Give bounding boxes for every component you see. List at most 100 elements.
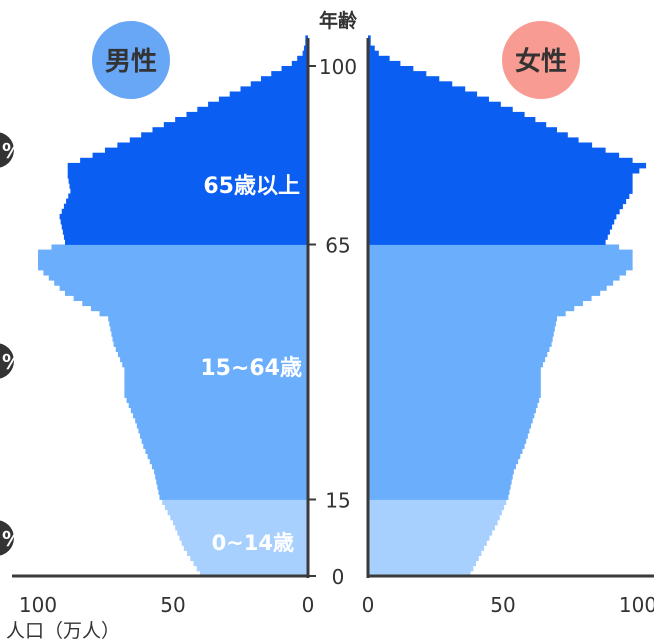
female-bar-age-90: [368, 111, 525, 118]
male-bar-age-69: [60, 219, 309, 225]
female-bar-age-86: [368, 132, 568, 138]
female-badge-label: 女性: [515, 46, 567, 77]
male-bar-age-63: [38, 249, 308, 256]
male-x-tick-label-100: 100: [19, 593, 57, 617]
female-bar-age-6: [368, 540, 487, 546]
female-bar-age-88: [368, 122, 547, 128]
male-bar-age-77: [68, 178, 308, 184]
female-bar-age-43: [368, 351, 548, 358]
male-bar-age-49: [109, 321, 308, 327]
female-bar-age-19: [368, 474, 513, 480]
female-bar-age-0: [368, 570, 471, 577]
age-tick-label-0: 0: [332, 565, 345, 589]
female-bar-age-26: [368, 438, 527, 444]
female-bar-age-60: [368, 264, 633, 271]
female-bar-age-71: [368, 208, 620, 215]
male-bar-age-30: [135, 417, 308, 424]
x-ticks: 0 0 50 50 100 100: [19, 593, 654, 617]
female-bar-age-12: [368, 509, 502, 516]
male-bar-age-28: [138, 428, 308, 434]
male-x-tick-label-0: 0: [302, 593, 315, 617]
female-bar-age-76: [368, 183, 633, 189]
male-bar-age-17: [157, 484, 308, 490]
female-bar-age-70: [368, 213, 617, 220]
svg-text:%: %: [2, 350, 22, 374]
female-bar-age-3: [368, 555, 479, 562]
male-bar-age-61: [38, 259, 308, 266]
male-bar-age-43: [117, 351, 308, 358]
female-bar-age-53: [368, 300, 583, 307]
female-bar-age-95: [368, 86, 466, 92]
male-bar-age-7: [179, 535, 308, 541]
male-bar-age-72: [63, 203, 308, 210]
female-bar-age-58: [368, 275, 620, 281]
female-bar-age-13: [368, 504, 505, 511]
male-bar-age-41: [122, 361, 309, 368]
female-bar-age-42: [368, 356, 546, 363]
male-bar-age-5: [183, 545, 308, 551]
side-marker-3: %: [0, 520, 22, 556]
female-bar-age-7: [368, 535, 490, 541]
female-bar-age-84: [368, 142, 593, 148]
female-bar-age-1: [368, 565, 474, 572]
female-bar-age-25: [368, 443, 525, 449]
male-bar-age-26: [141, 438, 308, 444]
female-bar-age-54: [368, 295, 592, 301]
female-badge: [502, 21, 580, 99]
female-bar-age-57: [368, 280, 614, 286]
female-bar-age-74: [368, 193, 630, 199]
male-bar-age-53: [82, 300, 308, 307]
svg-text:%: %: [2, 527, 22, 551]
female-bar-age-66: [368, 234, 608, 240]
female-bar-age-32: [368, 407, 536, 414]
male-bar-age-95: [240, 86, 308, 92]
male-bar-age-84: [117, 142, 308, 148]
female-bar-age-4: [368, 550, 482, 556]
age-axis-title: 年齢: [319, 9, 358, 32]
female-bar-age-52: [368, 305, 575, 312]
female-bar-age-83: [368, 147, 606, 154]
male-bar-age-20: [154, 468, 308, 475]
female-bar-age-91: [368, 106, 513, 113]
female-bar-age-14: [368, 499, 507, 505]
band-label-0-14: 0~14歳: [212, 531, 294, 555]
male-bar-age-46: [112, 336, 309, 342]
female-bar-age-89: [368, 117, 536, 123]
female-bar-age-21: [368, 463, 516, 470]
male-bar-age-34: [126, 397, 308, 403]
female-bar-age-94: [368, 91, 478, 97]
female-bar-age-36: [368, 387, 541, 393]
female-bar-age-99: [368, 66, 414, 72]
male-bar-age-92: [208, 101, 308, 108]
female-bar-age-87: [368, 127, 557, 133]
male-bar-age-89: [175, 117, 308, 123]
male-bar-age-56: [59, 285, 308, 291]
male-bar-age-29: [136, 423, 308, 429]
female-bar-age-30: [368, 417, 533, 424]
band-label-65plus: 65歳以上: [203, 174, 300, 199]
male-bar-age-83: [104, 147, 309, 154]
female-bar-age-2: [368, 560, 476, 567]
female-bar-age-102: [368, 50, 379, 57]
male-bar-age-65: [65, 239, 308, 245]
female-bar-age-81: [368, 157, 633, 164]
male-bar-age-57: [54, 280, 309, 286]
female-bar-age-64: [368, 244, 620, 250]
male-bar-age-82: [92, 152, 308, 159]
male-bar-age-37: [124, 382, 309, 388]
male-bar-age-103: [303, 45, 308, 52]
male-bar-age-15: [159, 494, 308, 500]
male-x-tick-label-50: 50: [160, 593, 185, 617]
female-bar-age-79: [368, 168, 640, 174]
female-bar-age-68: [368, 224, 613, 230]
side-marker-1: %: [0, 132, 22, 168]
female-bar-age-51: [368, 310, 566, 317]
male-bar-age-32: [130, 407, 308, 414]
female-bar-age-85: [368, 137, 579, 143]
male-bar-age-19: [155, 474, 308, 480]
male-bar-age-97: [261, 76, 308, 82]
female-bar-age-49: [368, 321, 556, 327]
female-bar-age-75: [368, 188, 633, 194]
male-bar-age-22: [149, 458, 308, 465]
male-bar-age-55: [65, 290, 308, 296]
